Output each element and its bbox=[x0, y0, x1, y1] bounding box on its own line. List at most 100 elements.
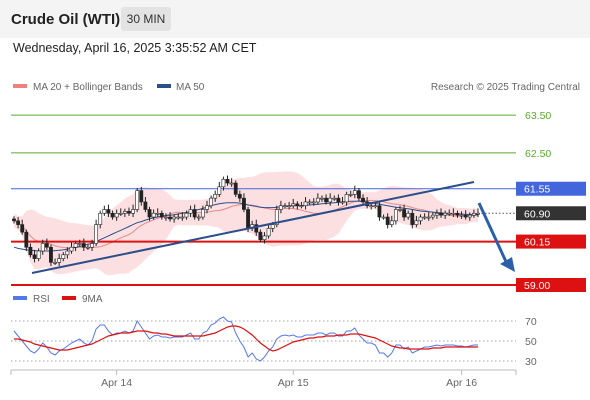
candle-body bbox=[373, 205, 378, 208]
candle-body bbox=[410, 212, 415, 225]
candle-body bbox=[209, 197, 213, 207]
candle-body bbox=[332, 197, 337, 200]
candle-body bbox=[336, 197, 341, 203]
candle-body bbox=[159, 212, 164, 218]
candlesticks bbox=[12, 175, 480, 267]
resistance-level-tag bbox=[516, 181, 586, 196]
rsi-ma-legend-swatch bbox=[62, 296, 76, 300]
candle-body bbox=[279, 205, 283, 210]
support-level-tag bbox=[516, 278, 586, 292]
candle-body bbox=[16, 220, 21, 225]
candle-body bbox=[44, 243, 49, 248]
candle-body bbox=[435, 212, 439, 216]
candle-body bbox=[110, 212, 115, 218]
forecast-arrowhead bbox=[500, 257, 515, 272]
candle-body bbox=[147, 209, 152, 218]
candle-body bbox=[266, 228, 271, 237]
candle-body bbox=[172, 216, 177, 220]
bollinger-bands bbox=[13, 171, 479, 276]
candle-body bbox=[135, 190, 140, 210]
candle-body bbox=[73, 243, 78, 248]
rsi-legend-swatch bbox=[13, 296, 27, 300]
candle-body bbox=[81, 243, 86, 248]
candle-body bbox=[36, 250, 41, 259]
candle-body bbox=[12, 218, 16, 222]
candle-body bbox=[106, 209, 111, 214]
candle-body bbox=[164, 216, 168, 219]
candle-body bbox=[476, 212, 480, 215]
candle-body bbox=[176, 216, 181, 219]
candle-body bbox=[24, 231, 29, 248]
rsi-panel: 70 50 30 bbox=[11, 316, 537, 368]
candle-body bbox=[328, 197, 333, 203]
target-level-label: 62.50 bbox=[525, 148, 551, 160]
last-price-label: 60.90 bbox=[524, 208, 550, 220]
ma50-legend-label: MA 50 bbox=[176, 82, 205, 93]
candle-body bbox=[213, 194, 218, 199]
candle-body bbox=[102, 209, 107, 214]
candle-body bbox=[196, 216, 201, 219]
candle-body bbox=[86, 246, 90, 249]
candle-body bbox=[418, 216, 423, 222]
candle-body bbox=[402, 209, 406, 218]
candle-body bbox=[94, 224, 99, 244]
support-level-label: 59.00 bbox=[524, 280, 550, 292]
research-credit: Research © 2025 Trading Central bbox=[431, 82, 580, 93]
candle-body bbox=[324, 197, 328, 203]
support-level-tag bbox=[516, 234, 586, 249]
candle-body bbox=[443, 212, 448, 216]
candle-body bbox=[49, 246, 53, 263]
candle-body bbox=[77, 243, 82, 245]
candle-body bbox=[299, 205, 304, 208]
candle-body bbox=[20, 224, 25, 233]
candle-body bbox=[127, 211, 131, 214]
rsi-tick-label: 50 bbox=[525, 336, 537, 348]
bollinger-band-fill bbox=[14, 171, 478, 276]
candle-body bbox=[40, 243, 45, 252]
trendline bbox=[31, 181, 475, 274]
candle-body bbox=[270, 224, 275, 229]
candle-body bbox=[422, 216, 427, 219]
candle-body bbox=[168, 216, 172, 220]
x-tick-label: Apr 14 bbox=[101, 377, 132, 389]
candle-body bbox=[28, 246, 33, 256]
rsi-tick-label: 70 bbox=[525, 316, 537, 328]
candle-body bbox=[122, 211, 127, 214]
candle-body bbox=[315, 197, 320, 203]
candle-body bbox=[258, 231, 263, 240]
candle-body bbox=[200, 209, 205, 218]
target-level-label: 63.50 bbox=[525, 110, 551, 122]
candle-body bbox=[459, 214, 464, 217]
candle-body bbox=[188, 209, 193, 214]
resistance-level-label: 61.55 bbox=[524, 184, 550, 196]
candle-body bbox=[192, 209, 197, 218]
candle-body bbox=[61, 254, 66, 259]
candle-body bbox=[114, 212, 119, 218]
candle-body bbox=[139, 190, 144, 203]
candle-body bbox=[307, 201, 312, 204]
candle-body bbox=[291, 203, 296, 207]
candle-body bbox=[57, 258, 62, 263]
rsi-legend-label: RSI bbox=[33, 294, 50, 305]
candle-body bbox=[98, 212, 103, 225]
forecast-arrow bbox=[477, 202, 510, 267]
candle-body bbox=[406, 212, 411, 218]
candle-body bbox=[340, 201, 345, 204]
timeframe-button[interactable]: 30 MIN bbox=[121, 7, 171, 31]
timestamp: Wednesday, April 16, 2025 3:35:52 AM CET bbox=[13, 41, 257, 55]
x-tick-label: Apr 16 bbox=[446, 377, 477, 389]
candle-body bbox=[357, 190, 361, 199]
candle-body bbox=[381, 216, 386, 219]
support-level-label: 60.15 bbox=[524, 237, 550, 249]
candle-body bbox=[361, 197, 365, 203]
candle-body bbox=[205, 205, 209, 210]
candle-body bbox=[320, 197, 324, 200]
candle-body bbox=[352, 190, 357, 195]
candle-body bbox=[155, 212, 160, 215]
ma50-legend-swatch bbox=[157, 84, 171, 88]
candle-body bbox=[225, 178, 230, 184]
candle-body bbox=[32, 254, 37, 259]
candle-body bbox=[303, 201, 308, 207]
candle-body bbox=[471, 212, 476, 216]
